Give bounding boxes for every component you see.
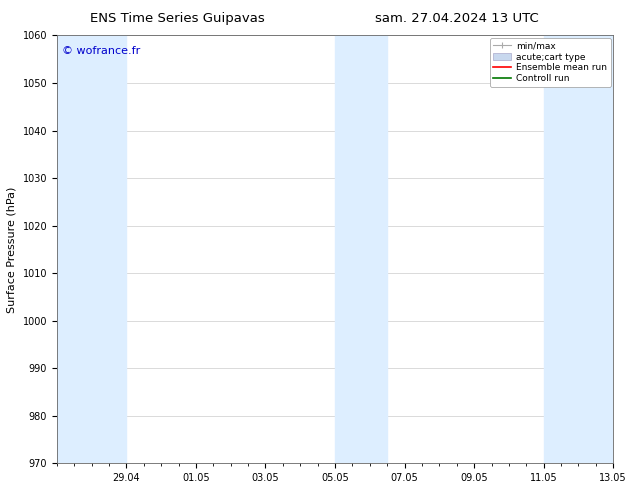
Text: © wofrance.fr: © wofrance.fr — [62, 46, 141, 56]
Bar — [335, 35, 387, 464]
Bar — [544, 35, 613, 464]
Legend: min/max, acute;cart type, Ensemble mean run, Controll run: min/max, acute;cart type, Ensemble mean … — [489, 38, 611, 87]
Bar — [57, 35, 126, 464]
Y-axis label: Surface Pressure (hPa): Surface Pressure (hPa) — [7, 186, 17, 313]
Text: ENS Time Series Guipavas: ENS Time Series Guipavas — [90, 12, 265, 25]
Text: sam. 27.04.2024 13 UTC: sam. 27.04.2024 13 UTC — [375, 12, 538, 25]
